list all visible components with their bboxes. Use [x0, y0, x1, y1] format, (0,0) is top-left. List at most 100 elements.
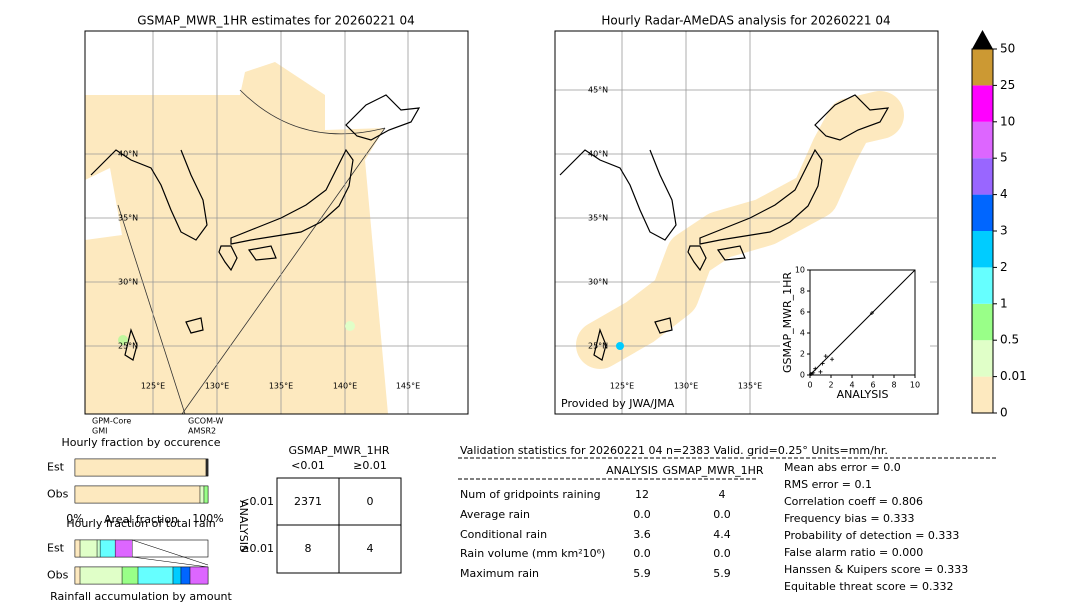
- colorbar-label: 0: [1000, 406, 1008, 420]
- bar-segment: [74, 485, 201, 504]
- colorbar-label: 1: [1000, 296, 1008, 310]
- x-tick-label: 10: [910, 381, 920, 390]
- point: [823, 354, 828, 359]
- point: [869, 311, 874, 316]
- colorbar-segment: [972, 267, 993, 304]
- row-header: ≥0.01: [240, 542, 274, 555]
- x-tick-label: 8: [891, 381, 896, 390]
- point: [811, 370, 816, 375]
- x-tick-label: 0: [807, 381, 812, 390]
- cell: 5.9: [633, 567, 651, 580]
- chart-title: Hourly fraction of total rain: [66, 517, 215, 530]
- bar-segment: [121, 566, 139, 585]
- colorbar-label: 2: [1000, 260, 1008, 274]
- x-axis-label: Areal fraction: [104, 513, 178, 526]
- rain-spot: [118, 335, 128, 345]
- radar-coverage: [576, 91, 904, 369]
- bar-segment: [99, 539, 116, 558]
- bar-connector: [132, 539, 209, 568]
- bar-segment: [205, 458, 209, 477]
- colorbar-segment: [972, 340, 993, 377]
- colorbar-label: 10: [1000, 114, 1015, 128]
- bar-segment: [203, 485, 209, 504]
- diagonal: [809, 269, 916, 376]
- table-title: GSMAP_MWR_1HR: [288, 444, 389, 457]
- lat-label: 30°N: [118, 278, 138, 287]
- cell: 4.4: [713, 528, 731, 541]
- rain-spot: [616, 342, 624, 350]
- lon-label: 125°E: [141, 382, 165, 391]
- satellite-label: AMSR2: [188, 427, 216, 436]
- bar-segment: [199, 485, 205, 504]
- swath-area: [85, 62, 388, 414]
- lat-label: 30°N: [588, 278, 608, 287]
- x-tick-label: 0%: [66, 512, 83, 525]
- lon-label: 135°E: [269, 382, 293, 391]
- lat-label: 40°N: [118, 150, 138, 159]
- bar-segment: [172, 566, 182, 585]
- bar-segment: [74, 566, 81, 585]
- colorbar-label: 3: [1000, 224, 1008, 238]
- colorbar-label: 0.5: [1000, 333, 1019, 347]
- bar-segment: [180, 566, 191, 585]
- row-label: Maximum rain: [460, 567, 539, 580]
- score: Probability of detection = 0.333: [784, 529, 959, 542]
- point: [813, 366, 818, 371]
- row-label: Rain volume (mm km²10⁶): [460, 547, 605, 560]
- map-frame: [84, 30, 469, 415]
- cell: 4: [367, 542, 374, 555]
- satellite-label: GCOM-W: [188, 417, 224, 426]
- point: [820, 361, 825, 366]
- lon-label: 145°E: [396, 382, 420, 391]
- y-axis-label: GSMAP_MWR_1HR: [781, 272, 794, 373]
- cell: 0.0: [713, 508, 731, 521]
- colorbar-label: 50: [1000, 42, 1015, 56]
- score: False alarm ratio = 0.000: [784, 546, 923, 559]
- lat-label: 25°N: [588, 342, 608, 351]
- x-tick-label: 4: [849, 381, 854, 390]
- row-label: Average rain: [460, 508, 530, 521]
- bar-segment: [189, 566, 209, 585]
- point: [809, 371, 814, 376]
- stats-header: Validation statistics for 20260221 04 n=…: [460, 444, 888, 457]
- col-header: <0.01: [291, 459, 325, 472]
- cell: 12: [635, 488, 649, 501]
- y-tick-label: 10: [795, 266, 805, 275]
- category-label: Obs: [47, 569, 69, 582]
- cell: 0.0: [713, 547, 731, 560]
- lat-label: 45°N: [588, 86, 608, 95]
- colorbar-segment: [972, 303, 993, 341]
- x-axis-label: Rainfall accumulation by amount: [50, 590, 232, 603]
- colorbar: 0 0.01 0.5 1 2 3 4 5 10 25 50: [971, 30, 1027, 420]
- satellite-label: GMI: [92, 427, 107, 436]
- col-header: GSMAP_MWR_1HR: [662, 464, 763, 477]
- colorbar-extend: [972, 30, 993, 49]
- colorbar-label: 25: [1000, 78, 1015, 92]
- x-tick-label: 100%: [192, 512, 223, 525]
- bar-segment: [74, 458, 207, 477]
- col-header: ≥0.01: [353, 459, 387, 472]
- score: Hanssen & Kuipers score = 0.333: [784, 563, 968, 576]
- lat-label: 40°N: [588, 150, 608, 159]
- swath-gap: [85, 168, 122, 240]
- lon-label: 125°E: [610, 382, 634, 391]
- score: Correlation coeff = 0.806: [784, 495, 923, 508]
- lon-label: 135°E: [738, 382, 762, 391]
- y-tick-label: 6: [800, 308, 805, 317]
- cell: 3.6: [633, 528, 651, 541]
- bar-segment: [114, 539, 133, 558]
- bar-segment: [137, 566, 174, 585]
- category-label: Est: [47, 461, 65, 474]
- bar-segment: [79, 566, 123, 585]
- score: Equitable threat score = 0.332: [784, 580, 953, 593]
- rain-spot: [345, 321, 355, 331]
- score: RMS error = 0.1: [784, 478, 872, 491]
- x-tick-label: 2: [828, 381, 833, 390]
- left-map: GSMAP_MWR_1HR estimates for 20260221 04 …: [84, 14, 469, 436]
- cell: 0: [367, 495, 374, 508]
- colorbar-segment: [972, 231, 993, 268]
- lon-label: 130°E: [674, 382, 698, 391]
- category-label: Obs: [47, 488, 69, 501]
- colorbar-segment: [972, 49, 993, 86]
